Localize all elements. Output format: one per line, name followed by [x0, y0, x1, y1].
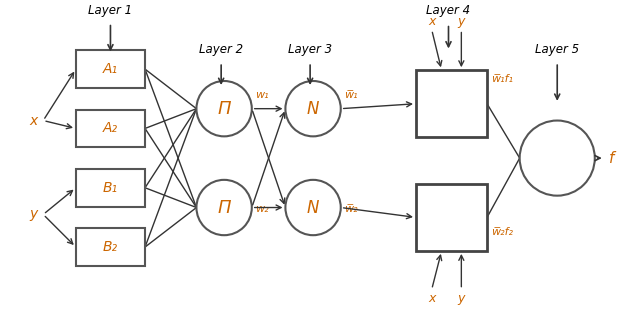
Circle shape: [285, 180, 340, 235]
Text: w₂: w₂: [255, 204, 268, 214]
Text: Π: Π: [218, 198, 231, 217]
Text: x: x: [428, 291, 435, 305]
Text: N: N: [307, 100, 319, 118]
Circle shape: [520, 120, 595, 196]
Text: B₂: B₂: [103, 240, 118, 254]
Text: Layer 5: Layer 5: [535, 43, 579, 56]
Text: Π: Π: [218, 100, 231, 118]
Text: B₁: B₁: [103, 181, 118, 195]
Text: N: N: [307, 198, 319, 217]
Text: y: y: [29, 207, 38, 222]
FancyBboxPatch shape: [76, 228, 145, 266]
Text: x: x: [29, 114, 38, 128]
FancyBboxPatch shape: [76, 169, 145, 207]
FancyBboxPatch shape: [76, 50, 145, 88]
Text: A₂: A₂: [103, 121, 118, 135]
Text: w̅₁: w̅₁: [344, 90, 357, 100]
Circle shape: [285, 81, 340, 136]
Text: Layer 2: Layer 2: [199, 43, 243, 56]
Text: w₁: w₁: [255, 90, 268, 100]
Text: y: y: [458, 291, 465, 305]
Text: x: x: [428, 15, 435, 28]
Text: w̅₂f₂: w̅₂f₂: [491, 227, 513, 237]
Text: Layer 1: Layer 1: [88, 4, 132, 17]
Text: Layer 3: Layer 3: [288, 43, 332, 56]
Text: w̅₂: w̅₂: [344, 204, 357, 214]
Circle shape: [196, 180, 252, 235]
FancyBboxPatch shape: [76, 110, 145, 147]
Text: A₁: A₁: [103, 62, 118, 76]
Circle shape: [196, 81, 252, 136]
Text: y: y: [458, 15, 465, 28]
FancyBboxPatch shape: [416, 184, 487, 251]
Text: w̅₁f₁: w̅₁f₁: [491, 74, 513, 84]
FancyBboxPatch shape: [416, 70, 487, 137]
Text: f: f: [609, 151, 614, 166]
Text: Layer 4: Layer 4: [426, 4, 470, 17]
